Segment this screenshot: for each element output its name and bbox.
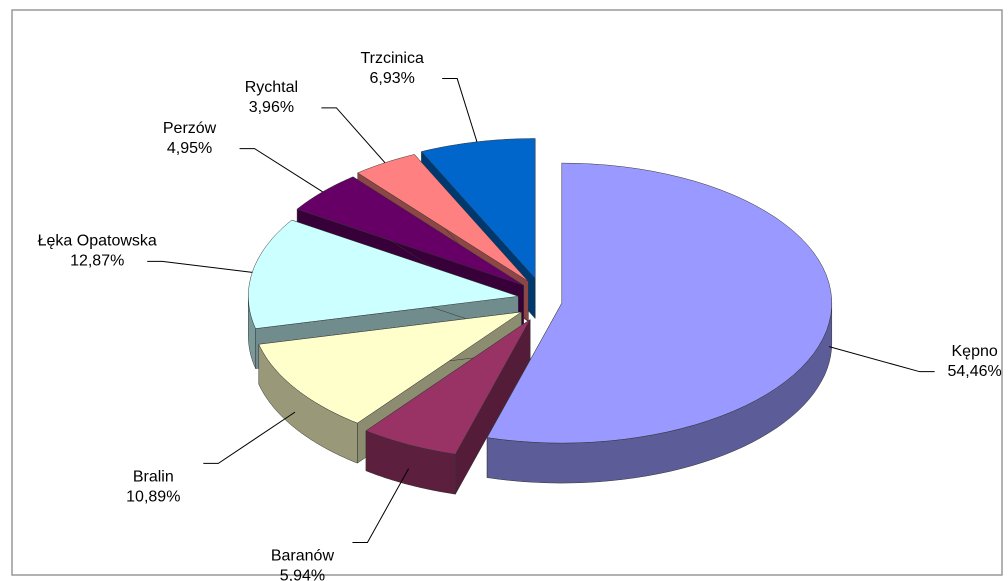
leader-line (239, 148, 323, 193)
slice-label-value: 5,94% (280, 568, 325, 581)
slice-top (486, 162, 832, 444)
slice-label-name: Łęka Opatowska (38, 233, 157, 250)
slice-label-value: 54,46% (948, 363, 1002, 380)
slice-label-value: 3,96% (249, 99, 294, 116)
leader-line (352, 468, 410, 544)
leader-line (321, 107, 386, 164)
leader-line (147, 260, 253, 273)
slice-label-name: Kępno (952, 343, 998, 360)
slice-label-name: Perzów (163, 120, 217, 137)
slice-label-name: Rychtal (245, 79, 298, 96)
slice-label-value: 12,87% (70, 253, 124, 270)
leader-line (442, 78, 478, 142)
slice-top (248, 219, 519, 329)
slice-label-value: 10,89% (126, 489, 180, 506)
slice-top (258, 311, 522, 424)
slice (486, 162, 833, 484)
slice-label-value: 4,95% (167, 140, 212, 157)
slice-label-name: Trzcinica (360, 50, 424, 67)
slice (365, 318, 531, 496)
slice-label-value: 6,93% (369, 70, 414, 87)
leader-line (829, 346, 935, 373)
leader-line (203, 411, 296, 464)
slice-top (365, 319, 531, 455)
slice-label-name: Baranów (271, 548, 335, 565)
slice-label-name: Bralin (133, 469, 174, 486)
